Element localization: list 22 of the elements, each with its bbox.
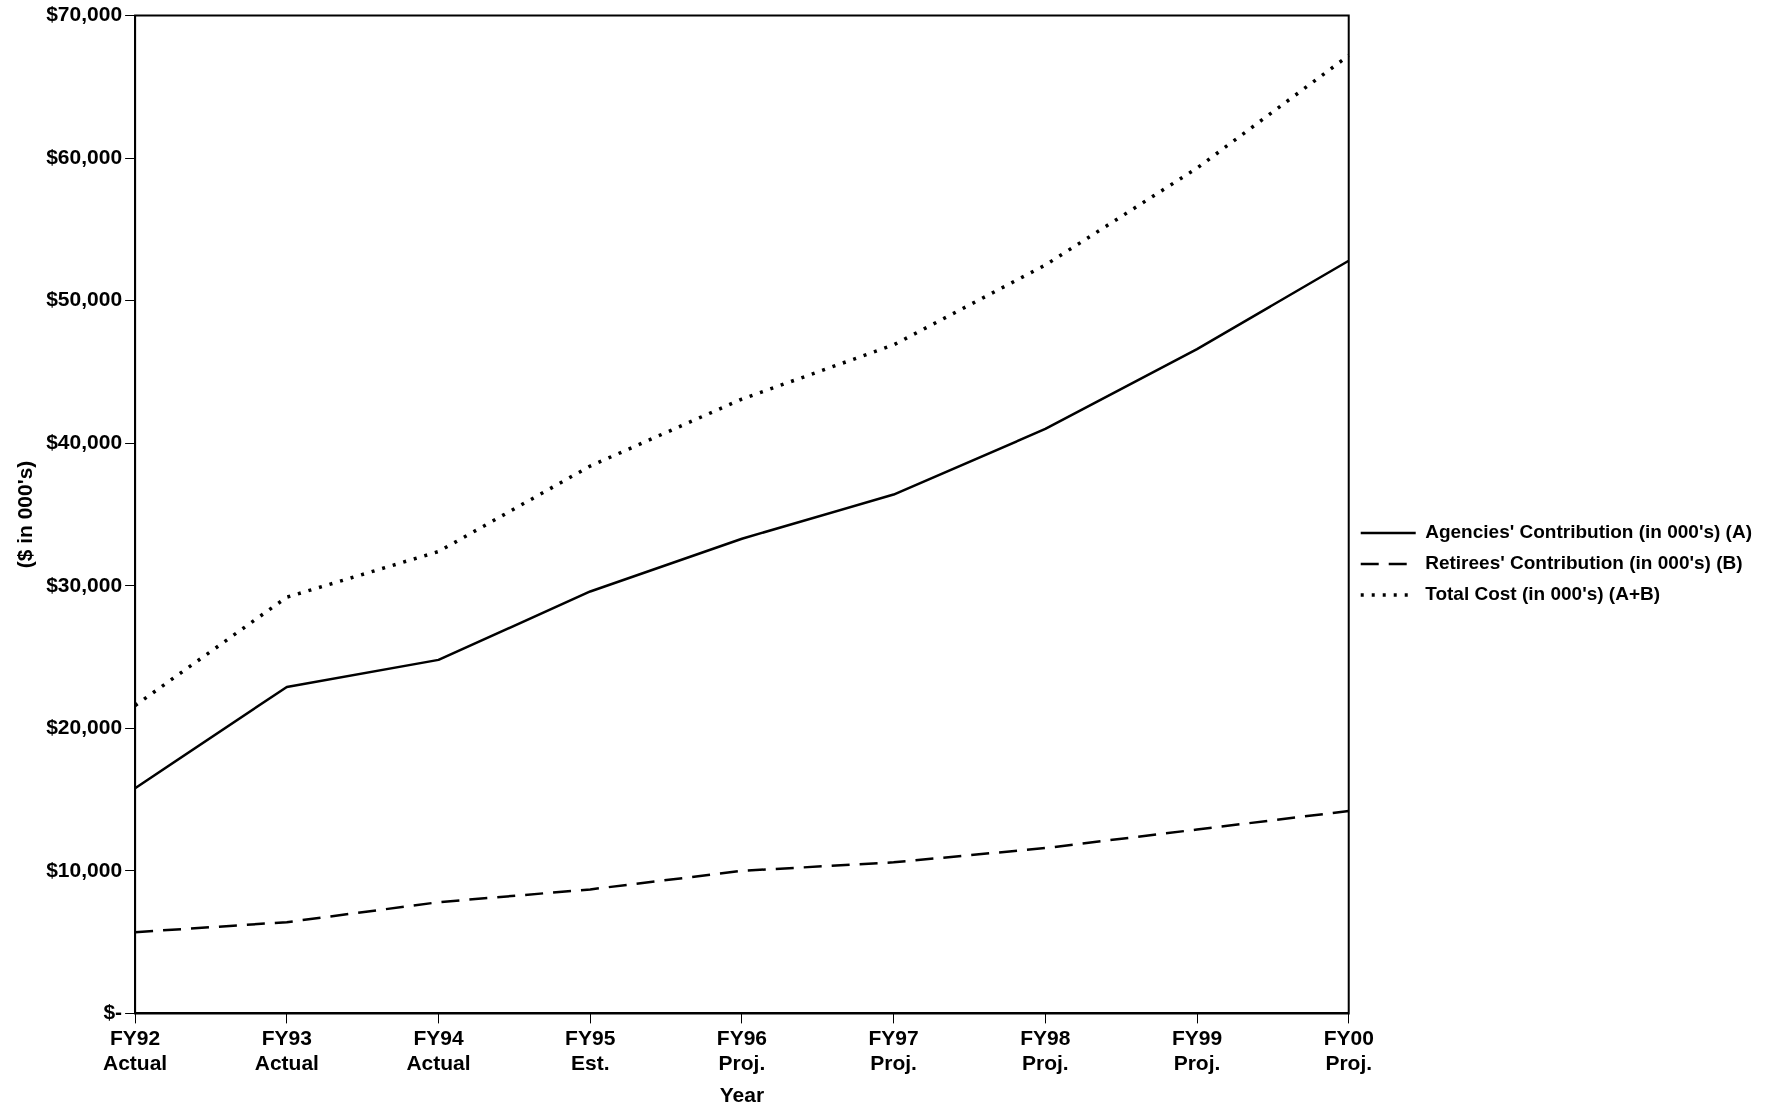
- y-tick-label: $-: [103, 1000, 123, 1024]
- x-tick-label: FY98 Proj.: [1020, 1025, 1071, 1074]
- x-tick-label: FY97 Proj.: [868, 1025, 919, 1074]
- x-tick-label: FY96 Proj.: [716, 1025, 768, 1074]
- x-tick-label: FY99 Proj.: [1171, 1025, 1223, 1074]
- y-tick-label: $50,000: [46, 287, 123, 311]
- legend-label: Retirees' Contribution (in 000's) (B): [1425, 552, 1743, 574]
- x-tick-label: FY94 Actual: [406, 1025, 471, 1074]
- x-axis-title: Year: [719, 1083, 765, 1107]
- legend-label: Agencies' Contribution (in 000's) (A): [1425, 521, 1753, 543]
- x-tick-label: FY92 Actual: [103, 1025, 168, 1074]
- y-tick-label: $30,000: [46, 572, 123, 596]
- x-tick-label: FY00 Proj.: [1323, 1025, 1374, 1074]
- y-axis-title: ($ in 000's): [13, 460, 37, 569]
- x-tick-label: FY95 Est.: [565, 1025, 616, 1074]
- y-tick-label: $40,000: [46, 430, 123, 454]
- y-tick-label: $70,000: [46, 2, 123, 26]
- legend-label: Total Cost (in 000's) (A+B): [1425, 583, 1661, 605]
- y-tick-label: $60,000: [46, 144, 123, 168]
- x-tick-label: FY93 Actual: [254, 1025, 319, 1074]
- y-tick-label: $20,000: [46, 715, 123, 739]
- y-tick-label: $10,000: [46, 857, 123, 881]
